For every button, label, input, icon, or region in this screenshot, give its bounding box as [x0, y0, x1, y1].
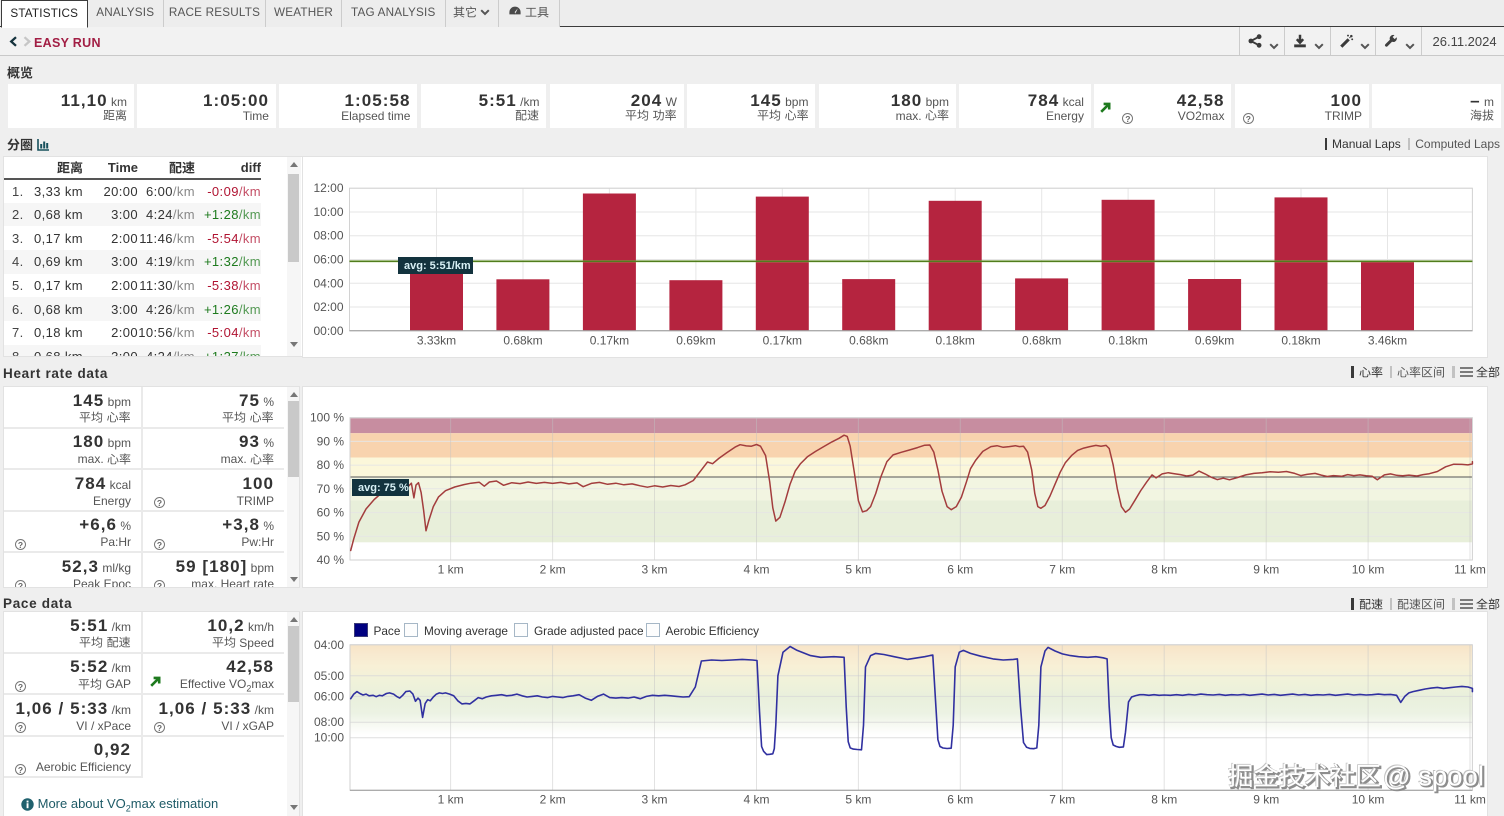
svg-text:10:00: 10:00 — [314, 731, 344, 745]
svg-text:0.68km: 0.68km — [849, 334, 888, 348]
svg-text:0.18km: 0.18km — [1281, 334, 1320, 348]
svg-text:0.68km: 0.68km — [503, 334, 542, 348]
svg-text:1 km: 1 km — [438, 793, 464, 807]
svg-text:7 km: 7 km — [1049, 793, 1075, 807]
svg-text:9 km: 9 km — [1253, 563, 1279, 577]
svg-text:3.46km: 3.46km — [1368, 334, 1407, 348]
svg-text:9 km: 9 km — [1253, 793, 1279, 807]
svg-text:@ spool: @ spool — [1383, 760, 1484, 791]
svg-text:avg: 75 %: avg: 75 % — [358, 482, 409, 494]
svg-text:7 km: 7 km — [1049, 563, 1075, 577]
svg-text:05:00: 05:00 — [314, 669, 344, 683]
svg-text:0.18km: 0.18km — [1108, 334, 1147, 348]
svg-text:50 %: 50 % — [317, 529, 345, 543]
svg-text:8 km: 8 km — [1151, 793, 1177, 807]
svg-text:6 km: 6 km — [947, 563, 973, 577]
svg-text:0.18km: 0.18km — [936, 334, 975, 348]
svg-text:0.69km: 0.69km — [1195, 334, 1234, 348]
svg-text:12:00: 12:00 — [313, 181, 343, 195]
svg-text:80 %: 80 % — [317, 458, 345, 472]
svg-text:0.17km: 0.17km — [590, 334, 629, 348]
svg-text:2 km: 2 km — [540, 793, 566, 807]
svg-text:11 km: 11 km — [1454, 563, 1486, 577]
svg-text:0.69km: 0.69km — [676, 334, 715, 348]
svg-text:06:00: 06:00 — [313, 253, 343, 267]
svg-text:@ spool: @ spool — [1382, 760, 1483, 791]
svg-text:avg: 5:51/km: avg: 5:51/km — [404, 260, 471, 272]
svg-text:100 %: 100 % — [310, 411, 344, 425]
svg-text:10:00: 10:00 — [313, 205, 343, 219]
svg-text:08:00: 08:00 — [313, 229, 343, 243]
svg-text:3 km: 3 km — [641, 793, 667, 807]
svg-text:3.33km: 3.33km — [417, 334, 456, 348]
svg-text:0.17km: 0.17km — [763, 334, 802, 348]
svg-text:4 km: 4 km — [743, 563, 769, 577]
svg-text:5 km: 5 km — [845, 793, 871, 807]
svg-text:5 km: 5 km — [845, 563, 871, 577]
svg-text:90 %: 90 % — [317, 434, 345, 448]
svg-text:2 km: 2 km — [540, 563, 566, 577]
svg-text:@ spool: @ spool — [1384, 762, 1485, 793]
svg-text:06:00: 06:00 — [314, 689, 344, 703]
svg-text:10 km: 10 km — [1352, 793, 1385, 807]
svg-text:08:00: 08:00 — [314, 715, 344, 729]
svg-text:1 km: 1 km — [438, 563, 464, 577]
svg-text:04:00: 04:00 — [313, 276, 343, 290]
svg-text:70 %: 70 % — [317, 482, 345, 496]
svg-text:00:00: 00:00 — [313, 324, 343, 338]
svg-text:60 %: 60 % — [317, 506, 345, 520]
svg-text:3 km: 3 km — [641, 563, 667, 577]
svg-text:11 km: 11 km — [1454, 793, 1486, 807]
svg-text:8 km: 8 km — [1151, 563, 1177, 577]
svg-text:04:00: 04:00 — [314, 638, 344, 652]
svg-text:4 km: 4 km — [743, 793, 769, 807]
svg-text:02:00: 02:00 — [313, 300, 343, 314]
svg-text:10 km: 10 km — [1352, 563, 1385, 577]
svg-text:6 km: 6 km — [947, 793, 973, 807]
svg-text:40 %: 40 % — [317, 553, 345, 567]
svg-text:0.68km: 0.68km — [1022, 334, 1061, 348]
